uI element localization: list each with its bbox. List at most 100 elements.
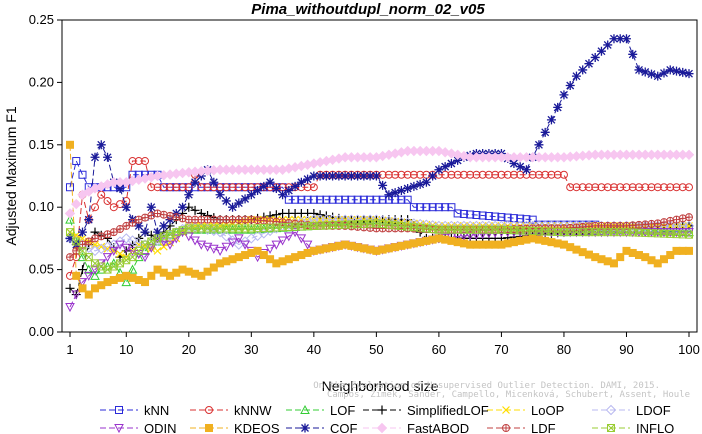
data-point-kdeos (685, 246, 693, 255)
data-point-knn (478, 211, 487, 220)
data-point-cof (328, 171, 338, 181)
x-tick-label: 100 (678, 342, 700, 357)
data-point-kdeos (203, 267, 212, 276)
legend-item-loop: LoOP (487, 403, 564, 418)
legend-item-fastabod: FastABOD (363, 421, 469, 434)
data-point-odin (290, 228, 300, 238)
data-point-odin (296, 234, 307, 244)
legend-item-ldof: LDOF (592, 403, 671, 418)
data-point-cof (346, 171, 356, 181)
data-point-knnw (472, 170, 481, 179)
data-point-cof (90, 152, 100, 162)
data-point-cof (390, 188, 400, 198)
legend-marker (300, 404, 310, 414)
data-point-cof (428, 171, 438, 181)
credit-line-1: Campos, Zimek, Sander, Campello, Micenko… (327, 390, 690, 400)
data-point-knn (497, 213, 506, 222)
data-point-fastabod (64, 208, 76, 219)
legend-marker (300, 423, 310, 433)
data-point-knn (447, 203, 456, 212)
data-point-kdeos (84, 290, 93, 299)
data-point-ldf (678, 214, 687, 223)
x-tick-label: 60 (432, 342, 446, 357)
data-point-cof (403, 183, 413, 193)
legend-marker (205, 406, 213, 414)
data-point-odin (215, 246, 225, 256)
data-point-knnw (109, 203, 118, 212)
data-point-loop (97, 242, 106, 251)
data-point-cof (684, 69, 694, 79)
legend-marker (115, 406, 123, 414)
data-point-knn (78, 170, 87, 179)
data-point-lof (127, 264, 138, 274)
legend-label: SimplifiedLOF (407, 403, 489, 418)
data-point-cof (384, 190, 394, 200)
data-point-cof (565, 81, 575, 91)
data-point-simplifiedlof (309, 208, 319, 218)
x-tick-label: 90 (619, 342, 633, 357)
x-axis-label: Neighborhood size (322, 378, 439, 394)
data-point-cof (521, 165, 531, 175)
data-point-knnw (153, 183, 162, 192)
legend-item-lof: LOF (286, 403, 355, 418)
legend-label: KDEOS (234, 421, 280, 434)
data-point-odin (108, 246, 119, 256)
data-point-knnw (497, 170, 506, 179)
data-point-odin (96, 259, 107, 269)
data-point-odin (65, 303, 75, 313)
legend-label: LDF (531, 421, 556, 434)
data-point-cof (653, 71, 663, 81)
data-point-knnw (503, 170, 512, 179)
data-point-ldof (121, 233, 132, 244)
data-point-lof (65, 214, 75, 224)
data-point-odin (83, 271, 94, 281)
legend-marker (205, 424, 213, 432)
data-point-knn (522, 215, 531, 224)
series-fastabod (64, 145, 695, 219)
data-point-odin (240, 240, 250, 250)
data-point-cof (340, 171, 350, 181)
data-point-knn (428, 203, 437, 212)
data-point-knnw (409, 170, 418, 179)
data-point-knn (316, 195, 325, 204)
data-point-odin (221, 242, 232, 252)
legend-marker (605, 404, 617, 416)
data-point-odin (233, 234, 244, 244)
data-point-knnw (309, 183, 318, 192)
data-point-kdeos (78, 284, 87, 293)
data-point-knn (422, 203, 431, 212)
data-point-knnw (616, 183, 625, 192)
data-point-knnw (622, 183, 631, 192)
data-point-knn (284, 195, 293, 204)
data-point-cof (184, 190, 194, 200)
chart-title: Pima_withoutdupl_norm_02_v05 (251, 1, 485, 18)
data-point-cof (409, 181, 419, 191)
data-point-loop (159, 242, 168, 251)
data-point-fastabod (452, 149, 463, 160)
data-point-odin (77, 278, 88, 288)
data-point-cof (421, 177, 431, 187)
data-point-lof (233, 224, 244, 234)
data-point-knnw (391, 170, 400, 179)
data-point-knnw (591, 183, 600, 192)
data-point-knn (66, 183, 74, 192)
data-point-kdeos (147, 271, 156, 280)
data-point-cof (290, 181, 300, 191)
data-point-cof (65, 233, 75, 243)
legend-marker (502, 424, 510, 432)
data-point-cof (284, 186, 294, 196)
data-point-ldf (122, 221, 131, 230)
data-point-ldof (683, 220, 695, 232)
data-point-odin (140, 253, 150, 263)
x-tick-label: 40 (307, 342, 321, 357)
data-point-lof (634, 225, 644, 235)
data-point-knn (309, 195, 318, 204)
data-point-ldf (128, 218, 137, 227)
data-point-cof (134, 221, 144, 231)
data-point-cof (609, 34, 619, 44)
data-point-cof (296, 177, 306, 187)
data-point-cof (271, 183, 281, 193)
data-point-odin (90, 265, 100, 275)
data-point-odin (227, 238, 238, 248)
data-point-knnw (628, 183, 637, 192)
